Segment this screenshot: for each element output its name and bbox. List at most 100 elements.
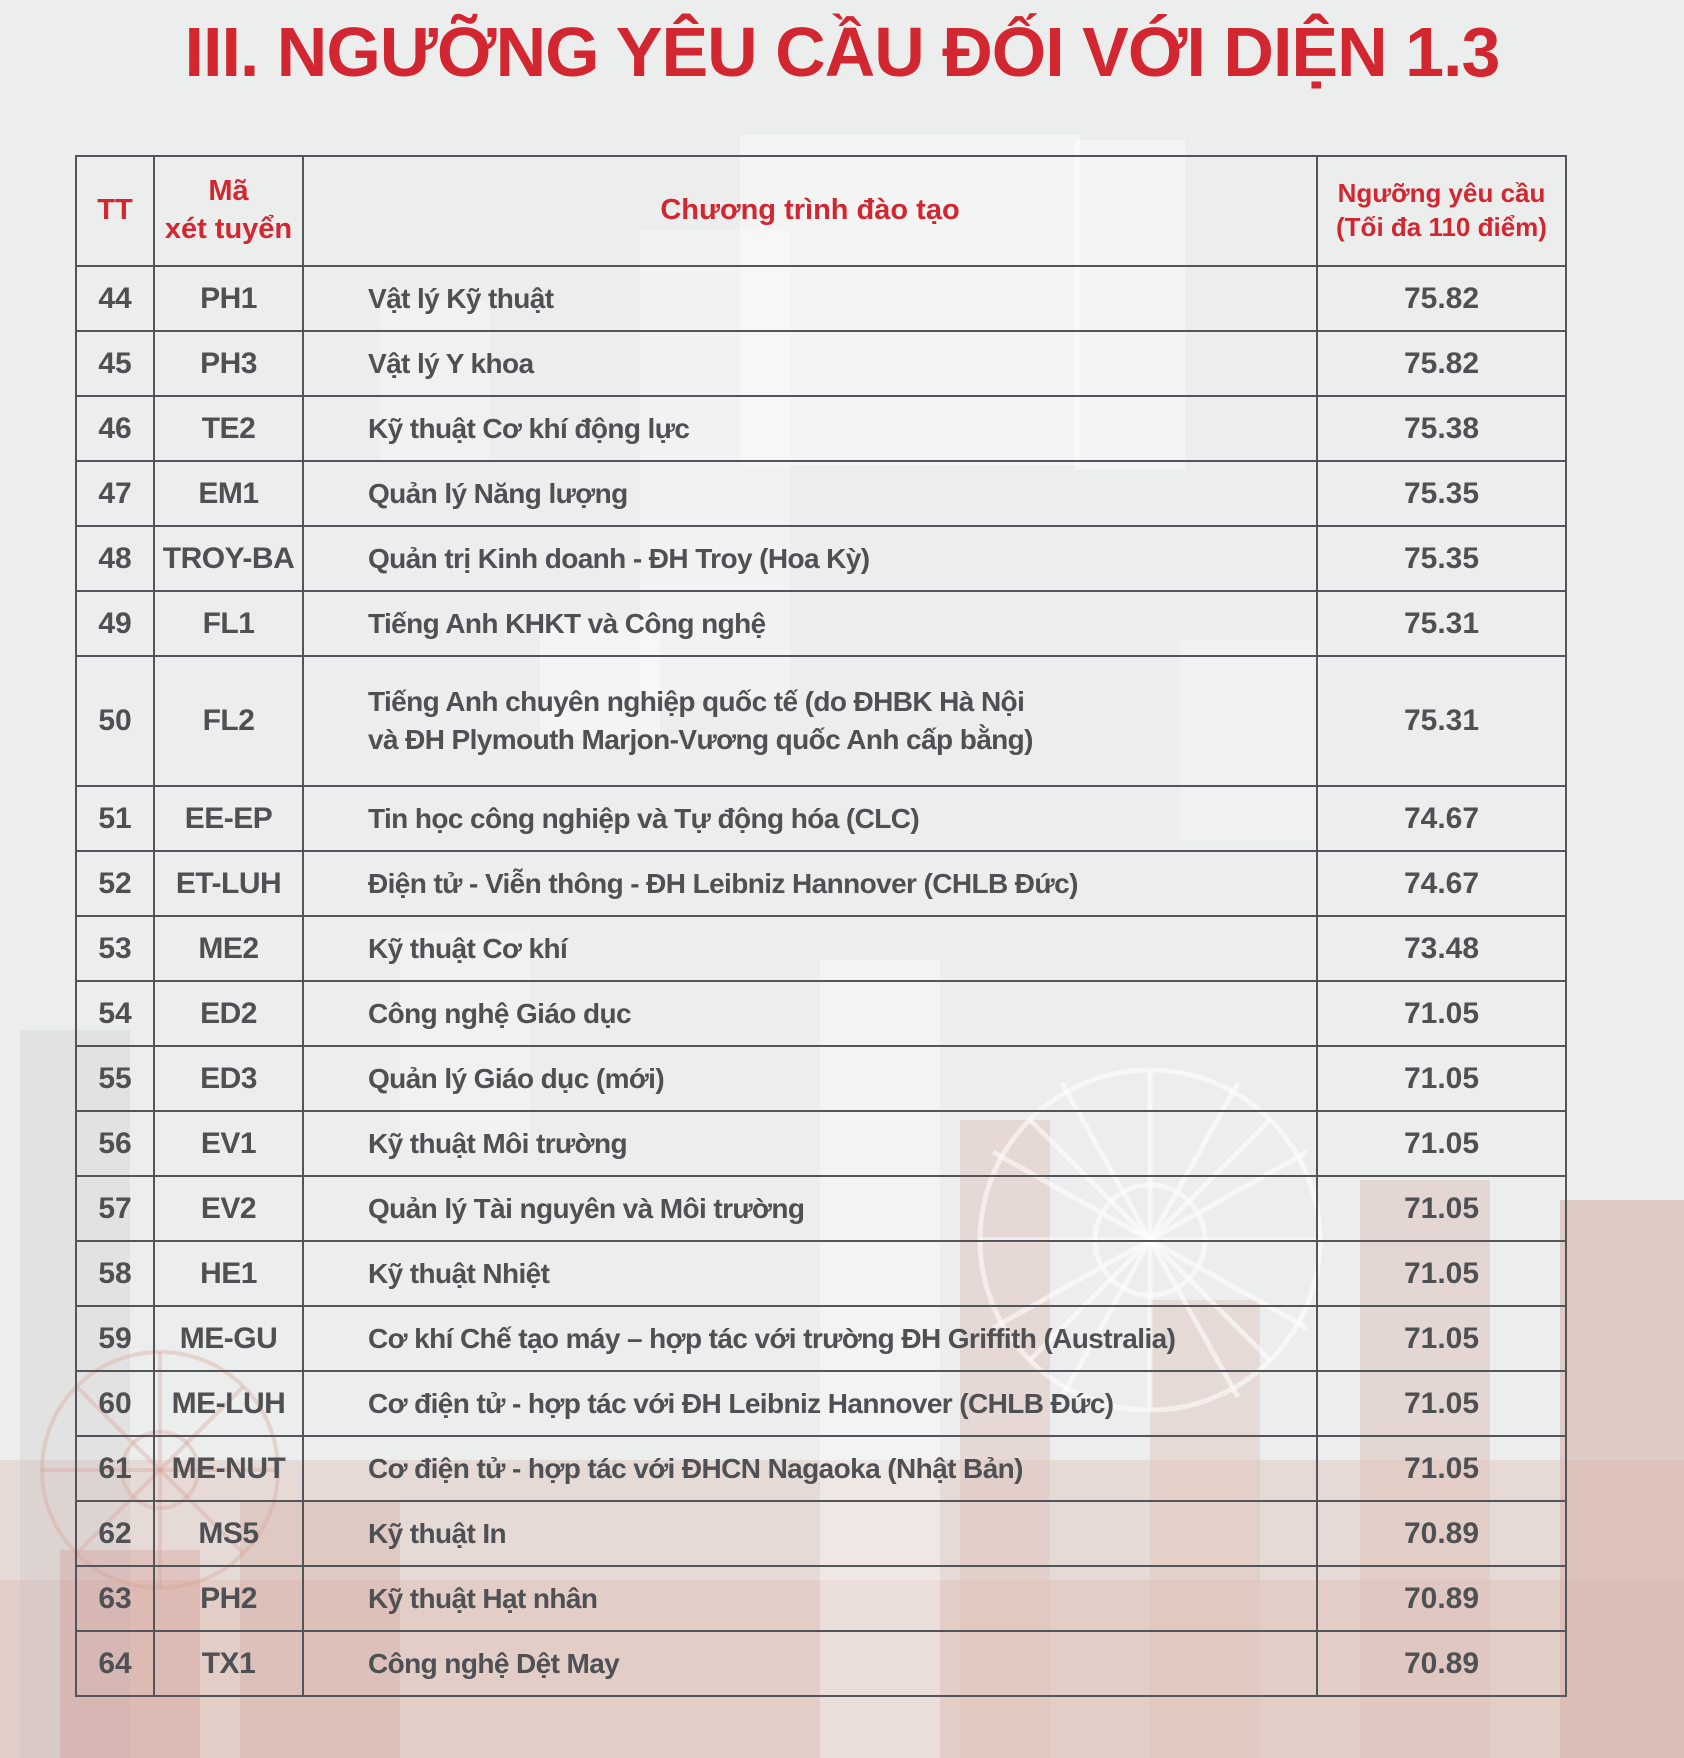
table-row: 60 ME-LUH Cơ điện tử - hợp tác với ĐH Le…	[75, 1370, 1567, 1437]
thresholds-table: TT Mã xét tuyển Chương trình đào tạo Ngư…	[75, 155, 1567, 1697]
cell-code: HE1	[153, 1240, 304, 1307]
table-row: 52 ET-LUH Điện tử - Viễn thông - ĐH Leib…	[75, 850, 1567, 917]
table-row: 44 PH1 Vật lý Kỹ thuật 75.82	[75, 265, 1567, 332]
table-row: 57 EV2 Quản lý Tài nguyên và Môi trường …	[75, 1175, 1567, 1242]
cell-score: 75.35	[1316, 460, 1567, 527]
cell-tt: 58	[75, 1240, 155, 1307]
cell-score: 71.05	[1316, 1370, 1567, 1437]
cell-program: Tin học công nghiệp và Tự động hóa (CLC)	[302, 785, 1318, 852]
cell-program: Kỹ thuật Cơ khí	[302, 915, 1318, 982]
cell-code: ET-LUH	[153, 850, 304, 917]
table-row: 47 EM1 Quản lý Năng lượng 75.35	[75, 460, 1567, 527]
table-header-row: TT Mã xét tuyển Chương trình đào tạo Ngư…	[75, 155, 1567, 267]
cell-code: ME2	[153, 915, 304, 982]
cell-program: Công nghệ Giáo dục	[302, 980, 1318, 1047]
cell-program: Kỹ thuật Cơ khí động lực	[302, 395, 1318, 462]
cell-score: 71.05	[1316, 1110, 1567, 1177]
cell-tt: 60	[75, 1370, 155, 1437]
cell-tt: 45	[75, 330, 155, 397]
cell-program: Cơ điện tử - hợp tác với ĐH Leibniz Hann…	[302, 1370, 1318, 1437]
cell-tt: 47	[75, 460, 155, 527]
cell-code: TX1	[153, 1630, 304, 1697]
cell-score: 74.67	[1316, 850, 1567, 917]
cell-program: Cơ điện tử - hợp tác với ĐHCN Nagaoka (N…	[302, 1435, 1318, 1502]
cell-code: ME-LUH	[153, 1370, 304, 1437]
cell-tt: 50	[75, 655, 155, 787]
cell-score: 70.89	[1316, 1500, 1567, 1567]
cell-code: EV2	[153, 1175, 304, 1242]
column-header-code: Mã xét tuyển	[153, 155, 304, 267]
table-row: 64 TX1 Công nghệ Dệt May 70.89	[75, 1630, 1567, 1697]
table-row: 59 ME-GU Cơ khí Chế tạo máy – hợp tác vớ…	[75, 1305, 1567, 1372]
column-header-threshold: Ngưỡng yêu cầu (Tối đa 110 điểm)	[1316, 155, 1567, 267]
cell-tt: 54	[75, 980, 155, 1047]
cell-score: 75.35	[1316, 525, 1567, 592]
cell-code: EV1	[153, 1110, 304, 1177]
cell-tt: 59	[75, 1305, 155, 1372]
cell-program: Tiếng Anh chuyên nghiệp quốc tế (do ĐHBK…	[302, 655, 1318, 787]
cell-program: Quản trị Kinh doanh - ĐH Troy (Hoa Kỳ)	[302, 525, 1318, 592]
table-row: 54 ED2 Công nghệ Giáo dục 71.05	[75, 980, 1567, 1047]
cell-program: Quản lý Năng lượng	[302, 460, 1318, 527]
cell-code: PH2	[153, 1565, 304, 1632]
cell-score: 71.05	[1316, 1045, 1567, 1112]
cell-tt: 49	[75, 590, 155, 657]
table-row: 55 ED3 Quản lý Giáo dục (mới) 71.05	[75, 1045, 1567, 1112]
cell-tt: 51	[75, 785, 155, 852]
cell-tt: 52	[75, 850, 155, 917]
cell-score: 74.67	[1316, 785, 1567, 852]
cell-program: Kỹ thuật In	[302, 1500, 1318, 1567]
cell-program: Kỹ thuật Môi trường	[302, 1110, 1318, 1177]
cell-program: Tiếng Anh KHKT và Công nghệ	[302, 590, 1318, 657]
table-row: 51 EE-EP Tin học công nghiệp và Tự động …	[75, 785, 1567, 852]
cell-tt: 64	[75, 1630, 155, 1697]
cell-program: Kỹ thuật Hạt nhân	[302, 1565, 1318, 1632]
cell-score: 75.38	[1316, 395, 1567, 462]
cell-tt: 56	[75, 1110, 155, 1177]
cell-score: 71.05	[1316, 980, 1567, 1047]
cell-tt: 48	[75, 525, 155, 592]
cell-tt: 55	[75, 1045, 155, 1112]
cell-score: 75.82	[1316, 330, 1567, 397]
cell-score: 75.82	[1316, 265, 1567, 332]
cell-code: EM1	[153, 460, 304, 527]
page-title: III. NGƯỠNG YÊU CẦU ĐỐI VỚI DIỆN 1.3	[184, 13, 1501, 91]
table-row: 56 EV1 Kỹ thuật Môi trường 71.05	[75, 1110, 1567, 1177]
cell-code: ME-NUT	[153, 1435, 304, 1502]
cell-tt: 57	[75, 1175, 155, 1242]
cell-program: Quản lý Giáo dục (mới)	[302, 1045, 1318, 1112]
table-row: 63 PH2 Kỹ thuật Hạt nhân 70.89	[75, 1565, 1567, 1632]
cell-tt: 44	[75, 265, 155, 332]
table-row: 48 TROY-BA Quản trị Kinh doanh - ĐH Troy…	[75, 525, 1567, 592]
cell-score: 71.05	[1316, 1305, 1567, 1372]
table-row: 49 FL1 Tiếng Anh KHKT và Công nghệ 75.31	[75, 590, 1567, 657]
cell-code: PH1	[153, 265, 304, 332]
cell-score: 75.31	[1316, 590, 1567, 657]
table-row: 46 TE2 Kỹ thuật Cơ khí động lực 75.38	[75, 395, 1567, 462]
cell-tt: 61	[75, 1435, 155, 1502]
column-header-program: Chương trình đào tạo	[302, 155, 1318, 267]
cell-tt: 62	[75, 1500, 155, 1567]
cell-score: 70.89	[1316, 1630, 1567, 1697]
building-silhouette	[1560, 1200, 1684, 1758]
cell-score: 71.05	[1316, 1240, 1567, 1307]
cell-score: 70.89	[1316, 1565, 1567, 1632]
cell-code: ME-GU	[153, 1305, 304, 1372]
cell-program: Điện tử - Viễn thông - ĐH Leibniz Hannov…	[302, 850, 1318, 917]
cell-tt: 63	[75, 1565, 155, 1632]
table-row: 58 HE1 Kỹ thuật Nhiệt 71.05	[75, 1240, 1567, 1307]
cell-code: FL2	[153, 655, 304, 787]
cell-program: Cơ khí Chế tạo máy – hợp tác với trường …	[302, 1305, 1318, 1372]
cell-tt: 46	[75, 395, 155, 462]
cell-code: EE-EP	[153, 785, 304, 852]
table-row: 50 FL2 Tiếng Anh chuyên nghiệp quốc tế (…	[75, 655, 1567, 787]
table-row: 62 MS5 Kỹ thuật In 70.89	[75, 1500, 1567, 1567]
cell-code: ED2	[153, 980, 304, 1047]
table-row: 53 ME2 Kỹ thuật Cơ khí 73.48	[75, 915, 1567, 982]
table-row: 61 ME-NUT Cơ điện tử - hợp tác với ĐHCN …	[75, 1435, 1567, 1502]
cell-code: PH3	[153, 330, 304, 397]
cell-score: 71.05	[1316, 1435, 1567, 1502]
cell-code: MS5	[153, 1500, 304, 1567]
table-row: 45 PH3 Vật lý Y khoa 75.82	[75, 330, 1567, 397]
